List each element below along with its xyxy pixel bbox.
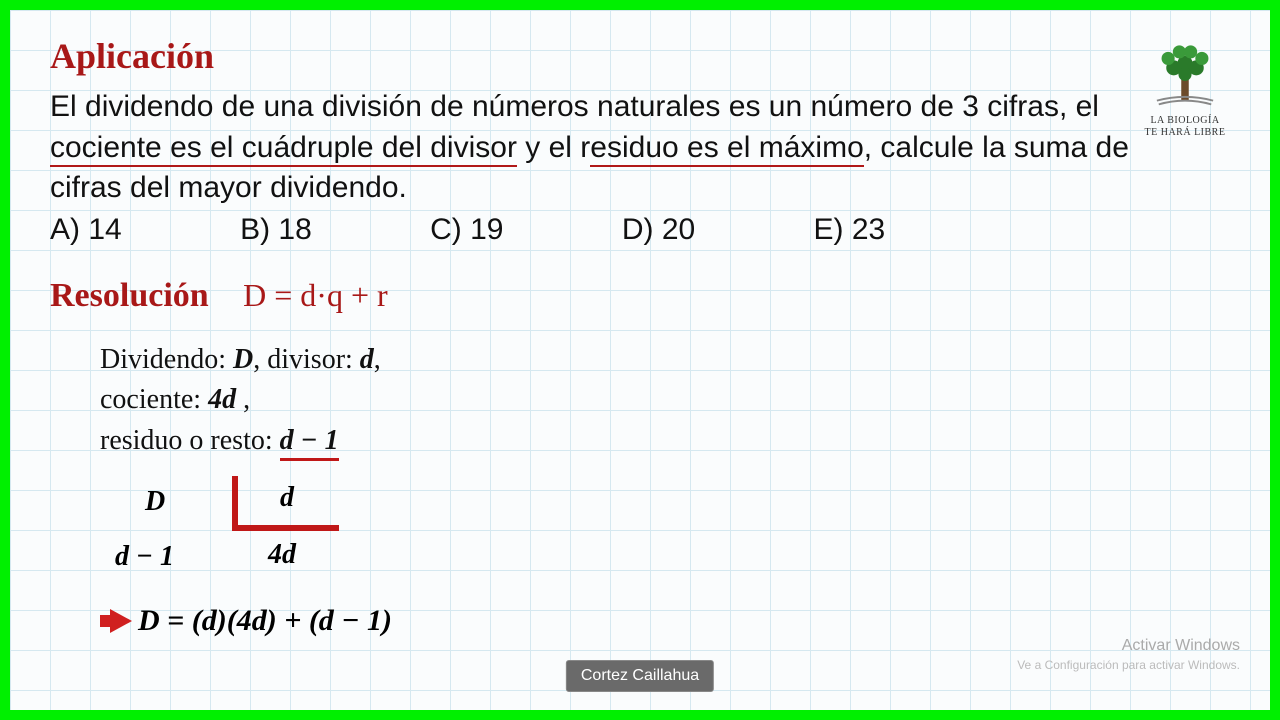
label-divisor: , divisor: bbox=[253, 344, 360, 375]
division-diagram: D d d − 1 4d bbox=[110, 476, 390, 586]
arrow-right-icon bbox=[110, 609, 132, 633]
sym-D: D bbox=[233, 344, 253, 375]
channel-logo: LA BIOLOGÍA TE HARÁ LIBRE bbox=[1130, 35, 1240, 139]
handwritten-formula: D = d·q + r bbox=[243, 277, 388, 314]
logo-text-2: TE HARÁ LIBRE bbox=[1130, 127, 1240, 139]
option-d: D) 20 bbox=[622, 213, 695, 247]
diagram-dividend: D bbox=[145, 486, 165, 518]
presenter-badge: Cortez Caillahua bbox=[566, 660, 714, 692]
tree-icon bbox=[1135, 35, 1235, 110]
diagram-divisor: d bbox=[280, 482, 294, 514]
problem-text-mid: y el r bbox=[517, 131, 590, 164]
sym-d-minus-1: d − 1 bbox=[280, 425, 339, 461]
vars-line-2: cociente: 4d , bbox=[100, 380, 1230, 421]
final-equation: D = (d)(4d) + (d − 1) bbox=[138, 604, 392, 638]
vars-line-3: residuo o resto: d − 1 bbox=[100, 421, 1230, 462]
option-a: A) 14 bbox=[50, 213, 122, 247]
problem-statement: El dividendo de una división de números … bbox=[50, 87, 1130, 209]
sym-d: d bbox=[360, 344, 374, 375]
label-residuo: residuo o resto: bbox=[100, 425, 280, 456]
option-c: C) 19 bbox=[430, 213, 503, 247]
problem-underline-1: cociente es el cuádruple del divisor bbox=[50, 131, 517, 167]
label-cociente: cociente: bbox=[100, 384, 208, 415]
comma-2: , bbox=[236, 384, 250, 415]
vars-line-1: Dividendo: D, divisor: d, bbox=[100, 340, 1230, 381]
label-dividendo: Dividendo: bbox=[100, 344, 233, 375]
diagram-quotient: 4d bbox=[268, 539, 296, 571]
problem-underline-2: esiduo es el máximo bbox=[590, 131, 863, 167]
option-e: E) 23 bbox=[814, 213, 886, 247]
sym-4d: 4d bbox=[208, 384, 236, 415]
comma-1: , bbox=[374, 344, 381, 375]
final-equation-row: D = (d)(4d) + (d − 1) bbox=[110, 604, 1230, 638]
windows-activation-title: Activar Windows bbox=[1122, 637, 1240, 655]
paper-background: Aplicación El dividendo de una división … bbox=[10, 10, 1270, 710]
diagram-remainder: d − 1 bbox=[115, 541, 174, 573]
division-vertical-line bbox=[232, 476, 238, 531]
option-b: B) 18 bbox=[240, 213, 312, 247]
logo-text-1: LA BIOLOGÍA bbox=[1130, 115, 1240, 127]
variable-definitions: Dividendo: D, divisor: d, cociente: 4d ,… bbox=[100, 340, 1230, 462]
problem-text-1: El dividendo de una división de números … bbox=[50, 90, 1099, 123]
division-horizontal-line bbox=[232, 525, 339, 531]
resolution-heading: Resolución bbox=[50, 277, 209, 315]
answer-options: A) 14 B) 18 C) 19 D) 20 E) 23 bbox=[50, 213, 1230, 247]
application-heading: Aplicación bbox=[50, 35, 1230, 77]
windows-activation-sub: Ve a Configuración para activar Windows. bbox=[1017, 658, 1240, 672]
